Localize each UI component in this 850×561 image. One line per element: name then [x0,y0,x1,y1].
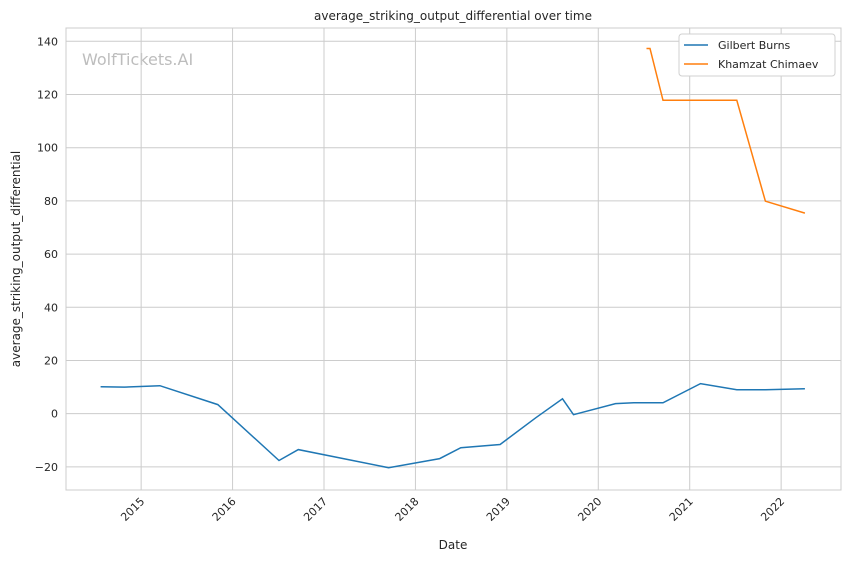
y-tick-label: 80 [44,195,58,208]
watermark: WolfTickets.AI [82,50,193,69]
chart-title: average_striking_output_differential ove… [314,9,592,23]
legend: Gilbert Burns Khamzat Chimaev [678,33,836,77]
y-tick-label: 60 [44,248,58,261]
legend-box [678,33,836,77]
y-tick-label: 140 [37,35,58,48]
x-tick-label: 2015 [118,495,147,524]
x-tick-label: 2020 [575,495,604,524]
x-tick-label: 2021 [667,495,696,524]
y-tick-label: −20 [35,461,58,474]
y-tick-label: 20 [44,354,58,367]
x-tick-label: 2022 [758,495,787,524]
plot-frame [65,27,842,491]
y-tick-label: 40 [44,301,58,314]
y-tick-label: 120 [37,88,58,101]
x-tick-label: 2019 [484,495,513,524]
x-tick-label: 2018 [393,495,422,524]
x-tick-label: 2016 [210,495,239,524]
y-axis-label: average_striking_output_differential [9,151,23,367]
series-line-0 [100,382,805,469]
y-tick-label: 100 [37,142,58,155]
y-tick-label: 0 [51,408,58,421]
legend-label: Khamzat Chimaev [718,58,819,71]
x-axis-label: Date [439,538,468,552]
x-tick-label: 2017 [301,495,330,524]
legend-label: Gilbert Burns [718,39,791,52]
series-line-1 [646,47,806,214]
